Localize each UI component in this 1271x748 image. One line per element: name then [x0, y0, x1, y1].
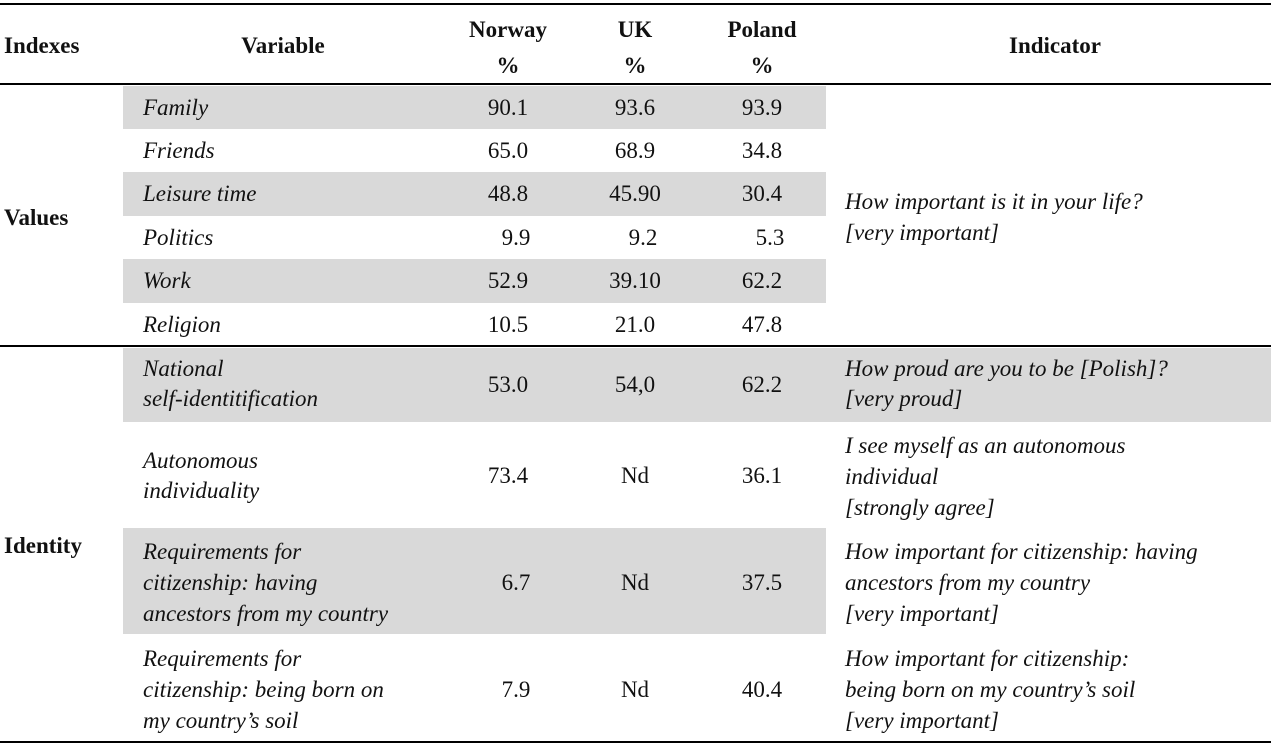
norway-politics: 9.9 [501, 225, 531, 250]
variable-work: Work [143, 268, 191, 293]
rule-group-divider [0, 345, 1271, 347]
poland-politics: 5.3 [755, 225, 785, 250]
uk-family: 93.6 [614, 95, 656, 120]
uk-religion: 21.0 [614, 312, 656, 337]
poland-citizenship-born-on-soil: 40.4 [741, 677, 783, 702]
poland-citizenship-ancestors: 37.5 [741, 570, 783, 595]
norway-autonomous-individuality: 73.4 [487, 463, 529, 488]
poland-family: 93.9 [741, 95, 783, 120]
indicator-values: How important is it in your life? [very … [845, 189, 1143, 245]
variable-religion: Religion [143, 312, 221, 337]
uk-politics: 9.2 [628, 225, 658, 250]
indicator-citizenship-ancestors: How important for citizenship: having an… [845, 539, 1198, 626]
uk-friends: 68.9 [614, 138, 656, 163]
uk-citizenship-born-on-soil: Nd [620, 677, 650, 702]
header-uk: UK % [617, 17, 653, 78]
header-indicator: Indicator [1009, 33, 1101, 58]
variable-citizenship-born-on-soil: Requirements for citizenship: being born… [143, 646, 384, 733]
shade-work [123, 259, 826, 303]
shade-family [123, 86, 826, 129]
variable-leisure-time: Leisure time [143, 181, 257, 206]
rule-top [0, 3, 1271, 5]
uk-leisure-time: 45.90 [609, 181, 661, 206]
shade-leisure [123, 172, 826, 216]
uk-national-self-identification: 54,0 [614, 372, 656, 397]
group-label-values: Values [4, 205, 69, 230]
header-norway: Norway % [469, 17, 547, 78]
poland-leisure-time: 30.4 [741, 181, 783, 206]
norway-friends: 65.0 [487, 138, 529, 163]
header-poland: Poland % [727, 17, 797, 78]
norway-religion: 10.5 [487, 312, 529, 337]
variable-family: Family [143, 95, 209, 120]
rule-bottom [0, 741, 1271, 743]
uk-work: 39.10 [609, 268, 661, 293]
indicator-citizenship-born-on-soil: How important for citizenship: being bor… [845, 646, 1136, 733]
poland-religion: 47.8 [741, 312, 783, 337]
norway-family: 90.1 [487, 95, 529, 120]
indicator-autonomous-individuality: I see myself as an autonomous individual… [845, 433, 1126, 520]
poland-national-self-identification: 62.2 [741, 372, 783, 397]
norway-citizenship-ancestors: 6.7 [501, 570, 531, 595]
variable-citizenship-ancestors: Requirements for citizenship: having anc… [143, 539, 389, 626]
variable-friends: Friends [143, 138, 215, 163]
variable-politics: Politics [143, 225, 214, 250]
shade-national [123, 348, 1271, 422]
poland-work: 62.2 [741, 268, 783, 293]
rule-header [0, 83, 1271, 85]
header-variable: Variable [241, 33, 325, 58]
norway-work: 52.9 [487, 268, 529, 293]
norway-leisure-time: 48.8 [487, 181, 529, 206]
poland-friends: 34.8 [741, 138, 783, 163]
header-indexes: Indexes [4, 33, 80, 58]
indicator-national-self-identification: How proud are you to be [Polish]? [very … [845, 356, 1168, 411]
norway-citizenship-born-on-soil: 7.9 [501, 677, 531, 702]
variable-autonomous-individuality: Autonomous individuality [143, 448, 260, 503]
shade-ancestors [123, 528, 826, 634]
group-label-identity: Identity [4, 533, 82, 558]
uk-autonomous-individuality: Nd [620, 463, 650, 488]
poland-autonomous-individuality: 36.1 [741, 463, 783, 488]
variable-national-self-identification: National self-identitification [143, 356, 319, 411]
uk-citizenship-ancestors: Nd [620, 570, 650, 595]
norway-national-self-identification: 53.0 [487, 372, 529, 397]
